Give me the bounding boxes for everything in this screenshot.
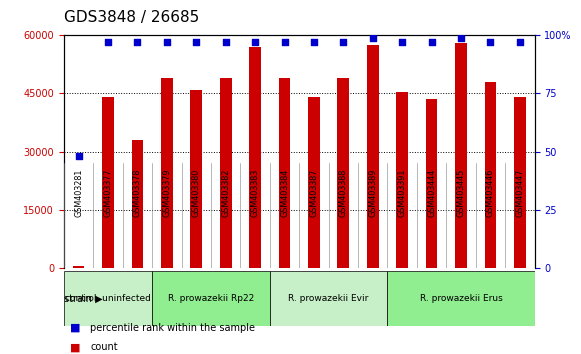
Text: ■: ■ <box>70 323 80 333</box>
Bar <box>279 78 290 268</box>
FancyBboxPatch shape <box>64 270 152 326</box>
Bar <box>249 47 261 268</box>
Text: R. prowazekii Evir: R. prowazekii Evir <box>288 294 369 303</box>
Bar <box>73 267 84 268</box>
FancyBboxPatch shape <box>152 270 270 326</box>
Text: GSM403383: GSM403383 <box>250 169 260 217</box>
Point <box>397 40 407 45</box>
FancyBboxPatch shape <box>388 270 535 326</box>
Point <box>456 35 465 41</box>
Text: GSM403382: GSM403382 <box>221 169 230 217</box>
Bar <box>514 97 526 268</box>
Point <box>427 40 436 45</box>
Point <box>133 40 142 45</box>
Point <box>250 40 260 45</box>
Text: GDS3848 / 26685: GDS3848 / 26685 <box>64 10 199 25</box>
Point <box>368 35 378 41</box>
Point <box>162 40 171 45</box>
Bar <box>367 45 379 268</box>
Point <box>339 40 348 45</box>
Text: GSM403387: GSM403387 <box>310 169 318 217</box>
Text: percentile rank within the sample: percentile rank within the sample <box>90 323 255 333</box>
Text: control, uninfected: control, uninfected <box>65 294 151 303</box>
Bar <box>220 78 232 268</box>
Text: GSM403446: GSM403446 <box>486 169 495 217</box>
Bar <box>455 43 467 268</box>
Bar <box>191 90 202 268</box>
Point <box>74 153 83 159</box>
Text: GSM403388: GSM403388 <box>339 169 348 217</box>
Text: R. prowazekii Rp22: R. prowazekii Rp22 <box>168 294 254 303</box>
Text: strain ▶: strain ▶ <box>64 293 102 303</box>
Point <box>309 40 318 45</box>
Text: R. prowazekii Erus: R. prowazekii Erus <box>419 294 503 303</box>
Bar <box>426 99 437 268</box>
Text: GSM403391: GSM403391 <box>397 169 407 217</box>
Text: GSM403378: GSM403378 <box>133 169 142 217</box>
Text: GSM403389: GSM403389 <box>368 169 377 217</box>
Bar <box>485 82 496 268</box>
Bar <box>396 92 408 268</box>
Text: GSM403384: GSM403384 <box>280 169 289 217</box>
FancyBboxPatch shape <box>270 270 388 326</box>
Bar <box>338 78 349 268</box>
Text: GSM403281: GSM403281 <box>74 169 83 217</box>
Text: GSM403377: GSM403377 <box>103 169 113 217</box>
Point <box>486 40 495 45</box>
Bar <box>161 78 173 268</box>
Bar <box>102 97 114 268</box>
Text: GSM403444: GSM403444 <box>427 169 436 217</box>
Text: GSM403445: GSM403445 <box>457 169 465 217</box>
Text: GSM403380: GSM403380 <box>192 169 201 217</box>
Point <box>192 40 201 45</box>
Point <box>515 40 525 45</box>
Bar <box>131 140 144 268</box>
Text: ■: ■ <box>70 342 80 352</box>
Text: GSM403447: GSM403447 <box>515 169 524 217</box>
Point <box>280 40 289 45</box>
Text: GSM403379: GSM403379 <box>162 169 171 217</box>
Point <box>221 40 230 45</box>
Point <box>103 40 113 45</box>
Text: count: count <box>90 342 118 352</box>
Bar <box>308 97 320 268</box>
